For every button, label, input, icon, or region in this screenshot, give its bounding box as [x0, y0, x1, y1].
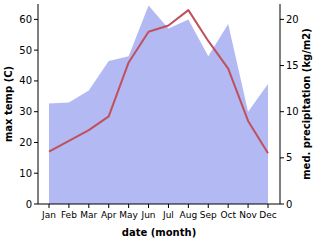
x-axis — [38, 204, 280, 205]
x-tick-label: Feb — [61, 210, 77, 220]
y-tick-label: 40 — [19, 75, 32, 86]
x-tick — [268, 204, 269, 208]
x-tick-label: Jan — [41, 210, 56, 220]
y-tick-label: 60 — [19, 14, 32, 25]
x-tick-label: Jul — [162, 210, 174, 220]
x-tick — [88, 204, 89, 208]
y2-tick-label: 20 — [286, 14, 299, 25]
x-tick-label: Dec — [259, 210, 276, 220]
y2-tick — [280, 157, 284, 158]
x-tick — [108, 204, 109, 208]
x-tick — [128, 204, 129, 208]
x-tick-label: Jun — [141, 210, 156, 220]
y2-tick — [280, 19, 284, 20]
x-tick-label: Nov — [239, 210, 257, 220]
y-tick — [34, 50, 38, 51]
x-tick — [68, 204, 69, 208]
y-tick — [34, 204, 38, 205]
y-tick — [34, 111, 38, 112]
temp-line — [49, 10, 268, 153]
y-axis — [38, 4, 39, 204]
y-tick-label: 10 — [19, 168, 32, 179]
y-tick — [34, 19, 38, 20]
x-tick — [188, 204, 189, 208]
x-tick — [228, 204, 229, 208]
chart: 0 10 20 30 40 50 60 0 5 10 15 20 Jan FebMar AprMayJun J… — [0, 0, 318, 242]
y-tick-label: 0 — [26, 199, 32, 210]
x-tick-label: Aug — [180, 210, 198, 220]
x-tick — [248, 204, 249, 208]
y2-tick — [280, 65, 284, 66]
y2-axis-label: med. precipitation (kg/m2) — [301, 28, 312, 180]
x-axis-label: date (month) — [122, 227, 196, 238]
x-tick — [208, 204, 209, 208]
y-tick — [34, 80, 38, 81]
x-tick-label: Oct — [220, 210, 236, 220]
y-tick-label: 20 — [19, 137, 32, 148]
y2-tick-label: 5 — [286, 152, 292, 163]
x-tick-label: Apr — [101, 210, 117, 220]
y-axis-label: max temp (C) — [3, 66, 14, 142]
precip-area — [49, 6, 268, 204]
x-tick — [168, 204, 169, 208]
y-tick-label: 30 — [19, 106, 32, 117]
y-tick-label: 50 — [19, 45, 32, 56]
x-tick-label: Sep — [200, 210, 217, 220]
x-tick — [49, 204, 50, 208]
x-tick-label: May — [119, 210, 138, 220]
plot-area — [49, 6, 268, 204]
y2-tick-label: 10 — [286, 106, 299, 117]
y2-tick-label: 15 — [286, 60, 299, 71]
x-tick — [148, 204, 149, 208]
y-tick — [34, 142, 38, 143]
y2-tick-label: 0 — [286, 199, 292, 210]
y2-axis — [280, 4, 281, 204]
x-tick-label: Mar — [80, 210, 97, 220]
y2-tick — [280, 111, 284, 112]
y-tick — [34, 173, 38, 174]
y2-tick — [280, 204, 284, 205]
